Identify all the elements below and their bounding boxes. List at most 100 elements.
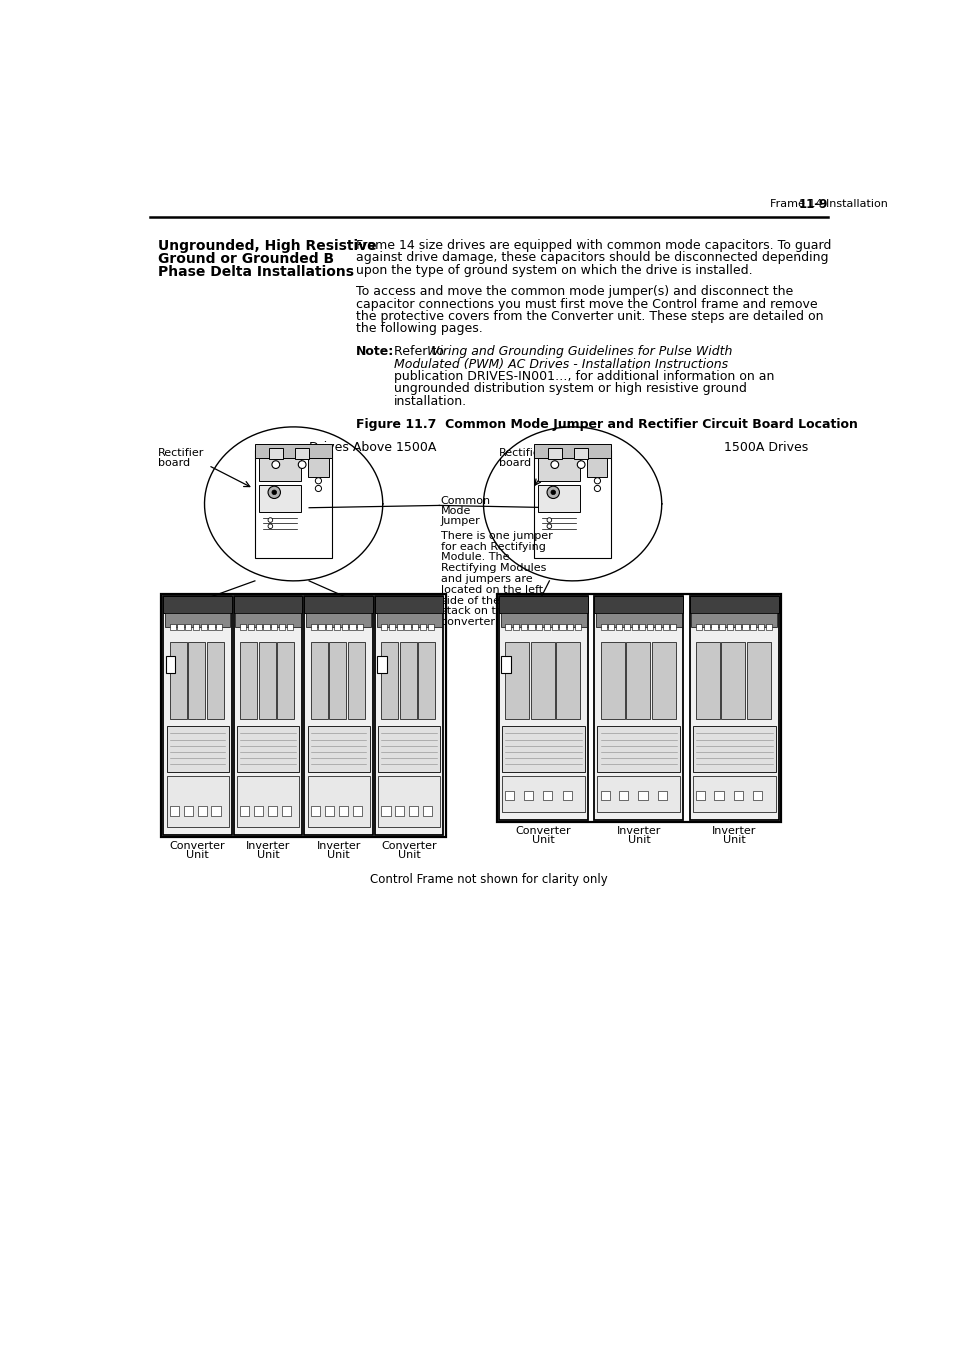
Bar <box>258 458 301 481</box>
Bar <box>651 643 675 720</box>
Text: Modulated (PWM) AC Drives - Installation Instructions: Modulated (PWM) AC Drives - Installation… <box>394 358 728 371</box>
Bar <box>513 624 518 630</box>
Text: Ungrounded, High Resistive: Ungrounded, High Resistive <box>158 239 376 252</box>
Bar <box>618 791 628 801</box>
Bar <box>711 624 717 630</box>
Bar <box>253 806 263 815</box>
Text: installation.: installation. <box>394 394 467 408</box>
Bar <box>542 791 552 801</box>
Bar <box>658 791 666 801</box>
Bar <box>599 643 624 720</box>
Bar <box>277 643 294 720</box>
Bar <box>326 624 332 630</box>
Bar <box>534 444 611 458</box>
Text: and jumpers are: and jumpers are <box>440 574 532 585</box>
Text: Phase Delta Installations: Phase Delta Installations <box>158 265 354 279</box>
Bar <box>594 597 682 819</box>
Bar <box>746 643 770 720</box>
Bar <box>375 597 443 836</box>
Bar <box>695 791 704 801</box>
Bar <box>353 806 361 815</box>
Bar <box>255 624 261 630</box>
Bar <box>537 485 579 512</box>
Bar <box>520 624 526 630</box>
Bar <box>165 613 230 628</box>
Circle shape <box>550 460 558 468</box>
Bar <box>646 624 653 630</box>
Bar <box>377 726 439 772</box>
Circle shape <box>546 524 551 528</box>
Bar <box>654 624 660 630</box>
Bar <box>329 643 346 720</box>
Bar <box>505 643 529 720</box>
Bar <box>348 643 365 720</box>
Bar <box>714 791 723 801</box>
Text: converter units.: converter units. <box>440 617 529 626</box>
Bar <box>248 624 253 630</box>
Bar <box>427 624 434 630</box>
Text: Figure 11.7  Common Mode Jumper and Rectifier Circuit Board Location: Figure 11.7 Common Mode Jumper and Recti… <box>355 417 857 431</box>
Bar <box>597 776 679 811</box>
Bar <box>188 643 205 720</box>
Text: Rectifying Modules: Rectifying Modules <box>440 563 546 574</box>
Text: Common: Common <box>440 497 491 506</box>
Bar <box>212 806 220 815</box>
Bar <box>536 624 542 630</box>
Bar <box>689 597 778 613</box>
Text: Inverter: Inverter <box>711 826 756 836</box>
Text: Converter: Converter <box>170 841 225 850</box>
Bar <box>594 597 682 613</box>
Circle shape <box>594 478 599 483</box>
Bar <box>498 597 587 819</box>
Circle shape <box>315 478 321 483</box>
Text: Converter: Converter <box>516 826 571 836</box>
Bar <box>749 624 756 630</box>
Bar <box>501 776 584 811</box>
Bar <box>689 597 778 819</box>
Bar <box>396 624 402 630</box>
Bar <box>233 597 302 836</box>
Bar <box>567 624 573 630</box>
Text: 11-9: 11-9 <box>798 198 827 211</box>
Bar <box>719 624 724 630</box>
Bar <box>167 776 229 828</box>
Text: Wiring and Grounding Guidelines for Pulse Width: Wiring and Grounding Guidelines for Puls… <box>427 346 732 358</box>
Bar <box>691 613 777 628</box>
Text: side of the power: side of the power <box>440 595 537 606</box>
Bar <box>599 791 609 801</box>
Bar <box>311 624 316 630</box>
Text: Ground or Grounded B: Ground or Grounded B <box>158 252 334 266</box>
Text: Control Frame not shown for clarity only: Control Frame not shown for clarity only <box>370 873 607 887</box>
Bar <box>562 791 571 801</box>
Bar <box>575 624 580 630</box>
Bar <box>558 624 565 630</box>
Text: Rectifier: Rectifier <box>158 448 204 459</box>
Bar <box>500 613 586 628</box>
Bar <box>638 791 647 801</box>
Bar <box>586 458 607 477</box>
Bar <box>377 656 386 674</box>
Bar <box>616 624 621 630</box>
Text: Unit: Unit <box>256 850 279 860</box>
Bar <box>240 643 257 720</box>
Text: Frame 14 Installation: Frame 14 Installation <box>769 200 887 209</box>
Bar <box>254 444 332 458</box>
Bar <box>307 776 369 828</box>
Bar <box>324 806 334 815</box>
Bar <box>501 726 584 772</box>
Bar <box>254 450 332 558</box>
Bar <box>258 643 275 720</box>
Bar <box>193 624 199 630</box>
Text: capacitor connections you must first move the Control frame and remove: capacitor connections you must first mov… <box>355 297 817 310</box>
Circle shape <box>594 486 599 491</box>
Bar <box>741 624 748 630</box>
Bar <box>376 613 441 628</box>
Text: Frame 14 size drives are equipped with common mode capacitors. To guard: Frame 14 size drives are equipped with c… <box>355 239 830 252</box>
Bar <box>505 791 514 801</box>
Bar <box>543 624 550 630</box>
Bar <box>197 806 207 815</box>
Bar <box>381 806 390 815</box>
Bar <box>409 806 418 815</box>
Bar <box>596 613 681 628</box>
Text: stack on the drive’s: stack on the drive’s <box>440 606 550 617</box>
